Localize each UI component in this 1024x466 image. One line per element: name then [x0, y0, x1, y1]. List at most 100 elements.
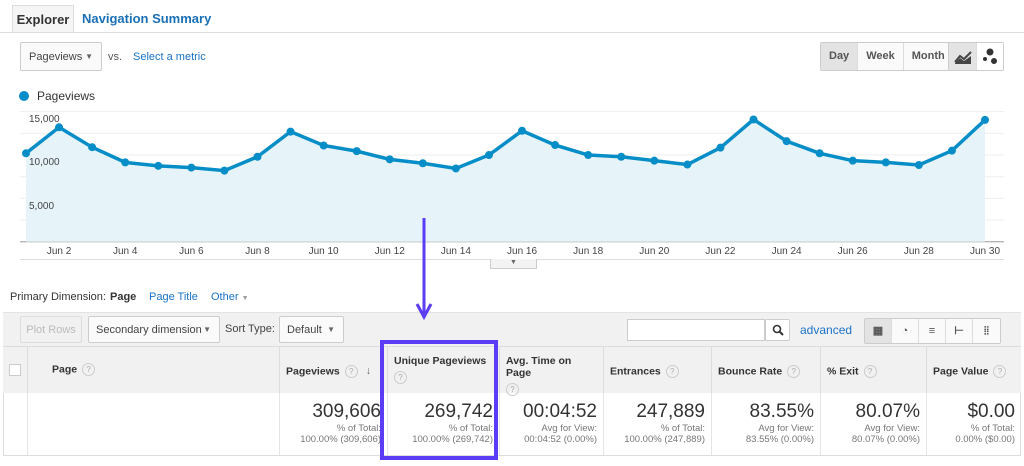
y-tick-label: 10,000: [29, 157, 60, 168]
area-fill: [26, 119, 985, 242]
data-point[interactable]: [716, 143, 725, 152]
data-point[interactable]: [947, 146, 956, 155]
select-metric-link[interactable]: Select a metric: [133, 51, 206, 63]
x-tick-label: Jun 26: [837, 246, 868, 257]
data-point[interactable]: [782, 137, 791, 146]
data-point[interactable]: [418, 159, 427, 168]
data-point[interactable]: [815, 149, 824, 158]
search-button[interactable]: [765, 319, 790, 341]
performance-view-icon[interactable]: ≡: [919, 319, 946, 343]
select-all-checkbox[interactable]: [9, 364, 21, 376]
metric-value: Pageviews: [29, 50, 83, 63]
x-tick-label: Jun 14: [440, 246, 471, 257]
header-pageviews[interactable]: Pageviews? ↓: [280, 347, 388, 393]
total-detail: 100.00% (247,889): [624, 434, 705, 445]
header-unique-pageviews[interactable]: Unique Pageviews?: [388, 347, 500, 393]
data-point[interactable]: [286, 127, 295, 136]
total-detail: 100.00% (269,742): [412, 434, 493, 445]
data-table-view-icon[interactable]: ▦: [865, 319, 892, 343]
header-page-value[interactable]: Page Value?: [927, 347, 1021, 393]
header-page[interactable]: Page?: [28, 347, 280, 393]
header-entrances[interactable]: Entrances?: [604, 347, 712, 393]
sort-type-label: Sort Type:: [225, 323, 275, 335]
data-point[interactable]: [253, 152, 262, 161]
x-tick-label: Jun 18: [573, 246, 604, 257]
total-detail: 100.00% (309,606): [300, 434, 381, 445]
help-icon[interactable]: ?: [394, 371, 407, 384]
data-point[interactable]: [88, 143, 97, 152]
pivot-view-icon[interactable]: ⦙⦙: [973, 319, 1000, 343]
y-tick-label: 5,000: [29, 201, 55, 212]
week-button[interactable]: Week: [858, 43, 904, 70]
data-point[interactable]: [220, 166, 229, 175]
data-point[interactable]: [617, 152, 626, 161]
help-icon[interactable]: ?: [506, 383, 519, 396]
header-avg-time-on-page[interactable]: Avg. Time on Page?: [500, 347, 604, 396]
total-label: Avg for View:: [864, 423, 920, 434]
total-value: 269,742: [424, 401, 493, 422]
totals-cell: 00:04:52 Avg for View: 00:04:52 (0.00%): [500, 393, 604, 455]
help-icon[interactable]: ?: [344, 365, 358, 378]
advanced-link[interactable]: advanced: [800, 323, 853, 337]
data-point[interactable]: [518, 126, 527, 135]
total-detail: 00:04:52 (0.00%): [524, 434, 597, 445]
comparison-view-icon[interactable]: ⊢: [946, 319, 973, 343]
data-point[interactable]: [584, 151, 593, 160]
table-search-input[interactable]: [627, 319, 765, 341]
data-point[interactable]: [749, 115, 758, 124]
data-point[interactable]: [650, 156, 659, 165]
total-detail: 0.00% ($0.00): [955, 434, 1015, 445]
chevron-down-icon: ▼: [85, 52, 93, 61]
day-button[interactable]: Day: [821, 43, 859, 70]
tab-explorer[interactable]: Explorer: [12, 5, 74, 33]
header-exit[interactable]: % Exit?: [821, 347, 927, 393]
motion-chart-icon[interactable]: [977, 43, 1003, 70]
vs-label: vs.: [108, 51, 123, 63]
data-point[interactable]: [451, 164, 460, 173]
data-point[interactable]: [352, 147, 361, 156]
totals-page-cell: [28, 393, 280, 455]
total-label: % of Total:: [336, 423, 381, 434]
help-icon[interactable]: ?: [82, 363, 96, 376]
data-point[interactable]: [22, 149, 30, 158]
data-point[interactable]: [981, 115, 989, 124]
header-label: Page Value: [933, 365, 989, 378]
total-label: Avg for View:: [758, 423, 814, 434]
data-point[interactable]: [848, 156, 857, 165]
data-point[interactable]: [187, 163, 196, 172]
data-point[interactable]: [385, 155, 394, 164]
tab-navigation-summary[interactable]: Navigation Summary: [82, 11, 212, 26]
data-point[interactable]: [551, 141, 560, 150]
data-point[interactable]: [121, 158, 130, 167]
data-point[interactable]: [319, 141, 328, 150]
help-icon[interactable]: ?: [787, 365, 801, 378]
x-tick-label: Jun 30: [969, 246, 1001, 257]
data-point[interactable]: [484, 151, 493, 160]
dimension-other[interactable]: Other ▼: [211, 291, 249, 303]
help-icon[interactable]: ?: [863, 365, 877, 378]
total-label: % of Total:: [660, 423, 705, 434]
month-button[interactable]: Month: [903, 43, 953, 70]
secondary-dimension-dropdown[interactable]: Secondary dimension ▼: [88, 316, 220, 343]
pie-chart-view-icon[interactable]: ◔: [892, 319, 919, 343]
data-point[interactable]: [881, 158, 890, 167]
sort-type-dropdown[interactable]: Default ▼: [279, 316, 344, 343]
plot-rows-button[interactable]: Plot Rows: [20, 316, 82, 343]
highlight-box: [380, 340, 498, 460]
dimension-page-title[interactable]: Page Title: [149, 291, 198, 303]
data-point[interactable]: [914, 160, 923, 169]
dimension-page[interactable]: Page: [110, 291, 137, 303]
header-label: Bounce Rate: [718, 365, 783, 378]
collapse-chart-handle[interactable]: ▼: [490, 259, 537, 269]
data-point[interactable]: [55, 123, 64, 132]
data-point[interactable]: [154, 161, 163, 170]
header-bounce-rate[interactable]: Bounce Rate?: [712, 347, 821, 393]
help-icon[interactable]: ?: [993, 365, 1007, 378]
data-point[interactable]: [683, 160, 692, 169]
select-all-cell: [3, 347, 28, 393]
header-label: Page: [52, 363, 78, 376]
help-icon[interactable]: ?: [665, 365, 679, 378]
total-value: 00:04:52: [523, 401, 597, 422]
metric-dropdown[interactable]: Pageviews ▼: [20, 42, 102, 71]
line-chart-icon[interactable]: [949, 43, 977, 70]
